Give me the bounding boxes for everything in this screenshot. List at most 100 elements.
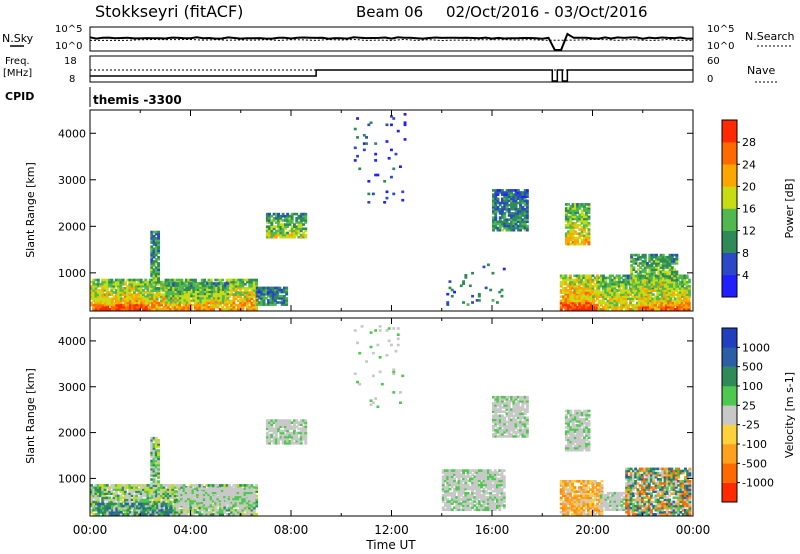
range-time-cell [142, 297, 146, 301]
range-time-cell [154, 270, 158, 274]
range-time-cell [234, 289, 238, 292]
range-time-cell [164, 492, 168, 495]
range-time-cell [205, 501, 208, 505]
range-time-cell [241, 506, 245, 510]
range-time-cell [516, 214, 520, 217]
range-time-cell [608, 274, 612, 278]
range-time-cell [150, 287, 154, 290]
range-time-cell [165, 508, 168, 512]
range-time-cell [608, 305, 612, 309]
range-time-cell [205, 493, 208, 497]
range-time-cell [577, 282, 581, 286]
range-time-cell [218, 495, 222, 499]
range-time-cell [135, 305, 139, 309]
range-time-cell [643, 272, 647, 276]
range-time-cell [599, 299, 603, 303]
range-time-cell [611, 287, 614, 290]
range-time-cell [200, 493, 204, 497]
range-time-cell [151, 308, 154, 311]
range-time-cell [212, 292, 216, 296]
range-time-cell [685, 295, 689, 298]
range-time-cell [494, 189, 498, 192]
range-time-cell [564, 308, 568, 311]
range-time-cell [148, 295, 152, 298]
range-time-cell [611, 291, 614, 294]
range-time-cell [216, 489, 220, 492]
range-time-cell [602, 308, 605, 311]
range-time-cell [190, 286, 194, 289]
range-time-cell [151, 297, 154, 301]
range-time-cell [661, 268, 665, 271]
range-time-cell [203, 303, 206, 307]
range-time-cell [101, 287, 105, 290]
range-time-cell [133, 502, 137, 506]
range-time-cell [92, 506, 96, 510]
range-time-cell [571, 293, 574, 296]
range-time-cell [155, 303, 159, 307]
range-time-cell [144, 488, 148, 491]
range-time-cell [180, 513, 184, 516]
range-time-cell [462, 280, 465, 283]
range-time-cell [648, 255, 652, 259]
range-time-cell [295, 227, 299, 231]
range-time-cell [167, 286, 171, 289]
range-time-cell [114, 280, 118, 284]
range-time-cell [519, 210, 522, 213]
range-time-cell [214, 511, 218, 514]
range-time-cell [187, 493, 190, 497]
range-time-cell [187, 503, 190, 507]
range-time-cell [631, 305, 635, 309]
range-time-cell [208, 294, 212, 298]
range-time-cell [602, 282, 605, 286]
range-time-cell [103, 490, 107, 493]
range-time-cell [593, 295, 597, 298]
range-time-cell [167, 284, 171, 287]
range-time-cell [501, 193, 504, 196]
range-time-cell [617, 295, 621, 298]
range-time-cell [277, 229, 281, 233]
range-time-cell [95, 299, 98, 303]
range-time-cell [663, 291, 666, 294]
range-time-cell [153, 511, 157, 514]
range-time-cell [130, 284, 134, 288]
range-time-cell [110, 484, 114, 487]
range-time-cell [108, 308, 112, 311]
range-time-cell [155, 301, 159, 305]
range-time-cell [288, 217, 292, 220]
range-time-cell [637, 303, 641, 307]
range-time-cell [260, 301, 264, 304]
range-time-cell [189, 495, 193, 499]
range-time-cell [165, 502, 168, 506]
range-time-cell [113, 303, 116, 307]
range-time-cell [580, 221, 584, 225]
range-time-cell [669, 308, 673, 311]
range-time-cell [209, 493, 213, 497]
range-time-cell [505, 201, 509, 205]
range-time-cell [666, 255, 670, 259]
range-time-cell [634, 260, 638, 263]
range-time-cell [562, 274, 565, 278]
range-time-cell [169, 486, 172, 489]
range-time-cell [608, 276, 612, 280]
range-time-cell [194, 308, 197, 311]
range-time-cell [577, 276, 581, 280]
range-time-cell [126, 494, 130, 498]
range-time-cell [162, 301, 166, 305]
range-time-cell [101, 297, 105, 301]
range-time-cell [223, 508, 227, 512]
range-time-cell [669, 301, 673, 305]
range-time-cell [128, 484, 132, 487]
range-time-cell [135, 513, 139, 516]
range-time-cell [585, 308, 589, 311]
range-time-cell [157, 498, 161, 502]
range-time-cell [212, 303, 215, 307]
range-time-cell [155, 498, 159, 502]
range-time-cell [657, 283, 661, 286]
range-time-cell [492, 212, 495, 215]
range-time-cell [173, 511, 177, 514]
range-time-cell [646, 266, 649, 269]
range-time-cell [630, 266, 634, 269]
range-time-cell [643, 283, 647, 286]
range-time-cell [519, 216, 522, 219]
range-time-cell [207, 487, 211, 490]
